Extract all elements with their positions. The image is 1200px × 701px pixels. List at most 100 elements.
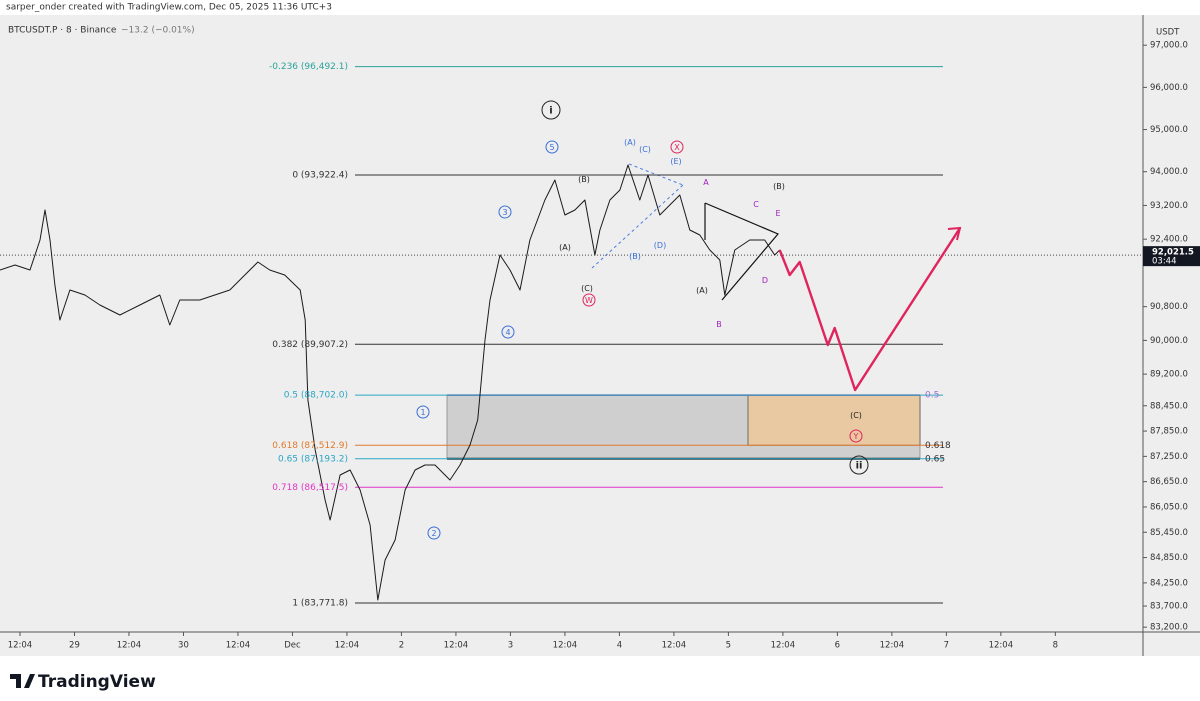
wave-label: (E): [670, 157, 681, 166]
x-tick-label: 29: [69, 641, 80, 651]
x-tick-label: 12:04: [226, 641, 251, 651]
x-tick-label: 5: [726, 641, 731, 651]
wave-circle: [849, 455, 869, 475]
x-tick-label: 12:04: [662, 641, 687, 651]
wave-label: 1: [420, 408, 425, 417]
wave-label: Y: [853, 432, 859, 441]
y-tick-label: 88,450.0: [1150, 401, 1188, 411]
projection-line: [778, 227, 962, 392]
x-tick-label: 2: [399, 641, 404, 651]
fib-label: -0.236 (96,492.1): [269, 62, 348, 72]
wave-label: E: [775, 209, 780, 218]
y-tick-label: 90,800.0: [1150, 302, 1188, 312]
x-tick-label: 12:04: [771, 641, 796, 651]
wave-label: A: [703, 178, 709, 187]
arrow-head: [947, 226, 962, 241]
y-tick-label: 94,000.0: [1150, 167, 1188, 177]
fib-label: 1 (83,771.8): [292, 599, 348, 609]
wave-circle: [582, 293, 596, 307]
wave-label: i: [549, 106, 552, 117]
author-line: sarper_onder created with TradingView.co…: [6, 3, 332, 13]
x-tick-label: Dec: [284, 641, 301, 651]
dashed-line: [628, 163, 684, 186]
wave-label: ii: [856, 461, 863, 472]
x-tick-label: 12:04: [8, 641, 33, 651]
price-line: [0, 164, 781, 601]
fib-label: 0.618 (87,512.9): [272, 441, 348, 451]
wave-label: (A): [696, 286, 708, 295]
wave-circle: [670, 140, 684, 154]
wave-label: 4: [505, 328, 510, 337]
y-tick-label: 96,000.0: [1150, 83, 1188, 93]
wave-label: X: [674, 143, 680, 152]
x-tick-label: 12:04: [117, 641, 142, 651]
wave-label: (A): [624, 138, 636, 147]
x-tick-label: 6: [835, 641, 840, 651]
wave-circle: [541, 100, 561, 120]
fib-label: 0.65 (87,193.2): [278, 454, 348, 464]
y-tick-label: 86,650.0: [1150, 477, 1188, 487]
countdown: 03:44: [1152, 257, 1177, 267]
last-price-label: 92,021.5: [1152, 248, 1194, 258]
y-tick-label: 83,700.0: [1150, 602, 1188, 612]
wave-label: C: [753, 200, 759, 209]
wave-label: D: [762, 276, 768, 285]
wave-label: (C): [581, 284, 593, 293]
x-tick-label: 4: [617, 641, 622, 651]
brand: TradingView: [38, 672, 156, 692]
wave-label: 5: [549, 143, 554, 152]
zone-label: 0.65: [925, 454, 945, 464]
price-axis: [1143, 15, 1200, 632]
y-tick-label: 97,000.0: [1150, 41, 1188, 51]
wave-circle: [416, 405, 430, 419]
y-tick-label: 85,450.0: [1150, 528, 1188, 538]
wave-circle: [501, 325, 515, 339]
zone-label: 0.5: [925, 391, 939, 401]
triangle: [704, 202, 779, 301]
wave-label: (B): [629, 252, 641, 261]
y-tick-label: 95,000.0: [1150, 125, 1188, 135]
y-tick-label: 84,850.0: [1150, 553, 1188, 563]
last-price-box: [1143, 246, 1200, 267]
fib-label: 0 (93,922.4): [292, 170, 348, 180]
wave-label: B: [716, 320, 722, 329]
y-tick-label: 89,200.0: [1150, 370, 1188, 380]
y-tick-label: 87,250.0: [1150, 452, 1188, 462]
x-tick-label: 3: [508, 641, 513, 651]
fib-label: 0.718 (86,517.5): [272, 483, 348, 493]
drawings: [591, 163, 779, 301]
zone-label: 0.618: [925, 441, 951, 451]
wave-label: 3: [502, 208, 507, 217]
y-tick-label: 90,000.0: [1150, 336, 1188, 346]
wave-label: (C): [639, 145, 651, 154]
plot-area: [0, 15, 1143, 632]
y-tick-label: 84,250.0: [1150, 578, 1188, 588]
wave-label: (D): [654, 241, 666, 250]
axis-unit: USDT: [1156, 28, 1180, 38]
wave-label: 2: [431, 529, 436, 538]
symbol: BTCUSDT.P · 8 · Binance: [8, 26, 117, 36]
x-tick-label: 7: [944, 641, 949, 651]
fib-label: 0.5 (88,702.0): [284, 391, 348, 401]
x-tick-label: 8: [1053, 641, 1058, 651]
zones: [355, 66, 943, 604]
wave-circle: [849, 429, 863, 443]
x-tick-label: 12:04: [444, 641, 469, 651]
x-tick-label: 12:04: [553, 641, 578, 651]
wave-label: (B): [578, 175, 590, 184]
wave-label: (C): [850, 411, 862, 420]
wave-circle: [498, 205, 512, 219]
x-tick-label: 12:04: [989, 641, 1014, 651]
y-tick-label: 87,850.0: [1150, 427, 1188, 437]
y-tick-label: 86,050.0: [1150, 502, 1188, 512]
wave-circle: [427, 526, 441, 540]
zone: [747, 394, 921, 446]
y-tick-label: 92,400.0: [1150, 235, 1188, 245]
time-axis: [0, 632, 1200, 656]
fib-label: 0.382 (89,907.2): [272, 340, 348, 350]
plot-layer: [0, 164, 1143, 601]
x-tick-label: 30: [178, 641, 189, 651]
wave-label: (A): [559, 243, 571, 252]
